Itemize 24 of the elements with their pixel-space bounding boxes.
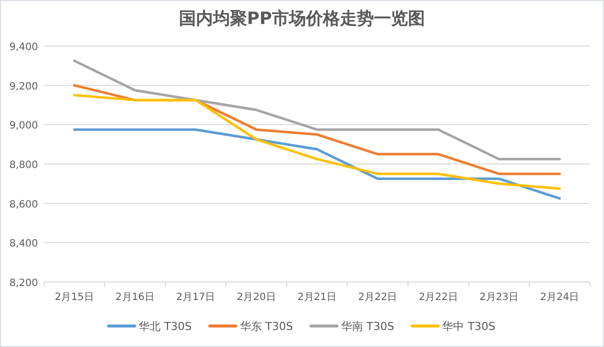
y-tick-label: 8,200 xyxy=(9,278,38,289)
y-tick-label: 8,600 xyxy=(9,199,38,210)
y-tick-label: 8,400 xyxy=(9,238,38,250)
line-series xyxy=(73,60,561,160)
x-tick-label: 2月17日 xyxy=(176,292,216,303)
x-tick-label: 2月21日 xyxy=(297,292,337,303)
legend-label: 华南 T30S xyxy=(341,320,394,333)
x-tick-label: 2月22日 xyxy=(418,292,458,303)
x-tick-label: 2月22日 xyxy=(358,292,398,303)
y-tick-label: 9,000 xyxy=(9,120,38,132)
chart-title: 国内均聚PP市场价格走势一览图 xyxy=(179,9,425,29)
line-series xyxy=(73,94,561,190)
x-tick-label: 2月24日 xyxy=(540,292,580,303)
legend-label: 华北 T30S xyxy=(138,320,192,333)
line-series xyxy=(73,128,561,200)
y-tick-label: 9,400 xyxy=(9,42,38,53)
y-tick-label: 9,200 xyxy=(9,81,38,92)
x-tick-label: 2月16日 xyxy=(115,292,155,303)
legend-label: 华中 T30S xyxy=(442,320,496,333)
y-tick-label: 8,800 xyxy=(9,160,38,171)
legend-label: 华东 T30S xyxy=(240,320,294,333)
x-tick-label: 2月15日 xyxy=(54,292,94,303)
x-tick-label: 2月23日 xyxy=(479,292,519,303)
x-tick-label: 2月20日 xyxy=(236,292,276,303)
